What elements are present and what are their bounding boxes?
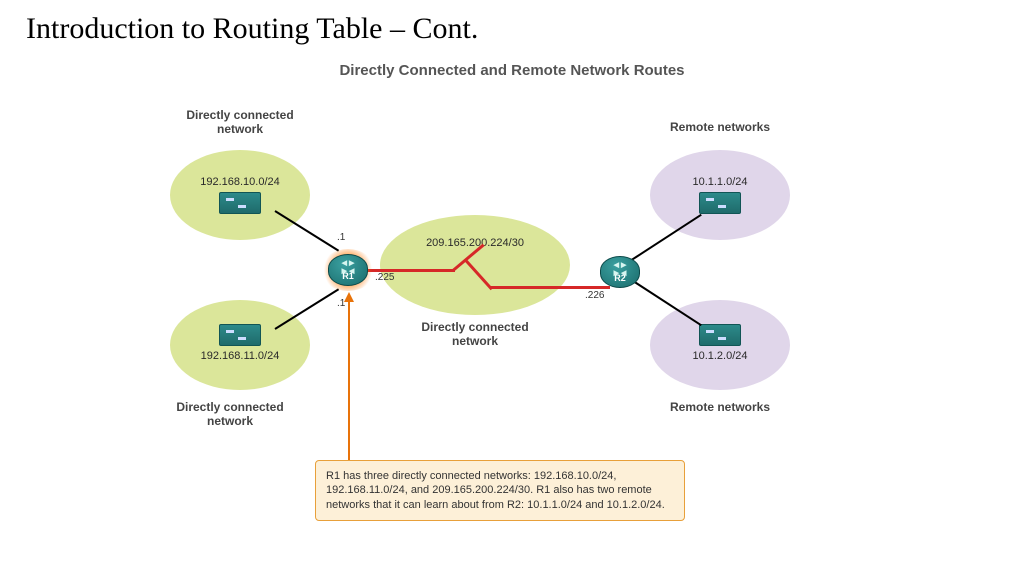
diagram-subtitle: Directly Connected and Remote Network Ro…	[339, 62, 684, 79]
network-addr-4: 10.1.1.0/24	[692, 176, 747, 188]
switch-icon	[699, 324, 741, 346]
ip-label: .1	[337, 232, 345, 243]
network-cloud-3: 209.165.200.224/30	[380, 215, 570, 315]
network-addr-5: 10.1.2.0/24	[692, 350, 747, 362]
router-label: R2	[614, 273, 626, 283]
router-label: R1	[342, 271, 354, 281]
label-remote-bottom: Remote networks	[655, 400, 785, 414]
link-line	[274, 210, 339, 251]
callout-box: R1 has three directly connected networks…	[315, 460, 685, 521]
switch-icon	[219, 324, 261, 346]
label-remote-top: Remote networks	[655, 120, 785, 134]
network-addr-1: 192.168.10.0/24	[200, 176, 280, 188]
callout-arrow	[348, 300, 350, 465]
ip-label: .225	[375, 272, 394, 283]
network-cloud-5: 10.1.2.0/24	[650, 300, 790, 390]
network-addr-3: 209.165.200.224/30	[426, 237, 524, 249]
ip-label: .226	[585, 290, 604, 301]
network-cloud-4: 10.1.1.0/24	[650, 150, 790, 240]
network-cloud-1: 192.168.10.0/24	[170, 150, 310, 240]
label-direct-center: Directly connectednetwork	[410, 320, 540, 349]
label-direct-bottom: Directly connectednetwork	[155, 400, 305, 429]
router-r1: R1 ◀ ▶▶ ◀	[328, 254, 368, 286]
network-cloud-2: 192.168.11.0/24	[170, 300, 310, 390]
switch-icon	[219, 192, 261, 214]
network-addr-2: 192.168.11.0/24	[201, 350, 280, 362]
serial-link	[490, 286, 610, 289]
label-direct-top: Directly connectednetwork	[175, 108, 305, 137]
switch-icon	[699, 192, 741, 214]
router-r2: R2 ◀ ▶▶ ◀	[600, 256, 640, 288]
page-title: Introduction to Routing Table – Cont.	[26, 12, 478, 46]
